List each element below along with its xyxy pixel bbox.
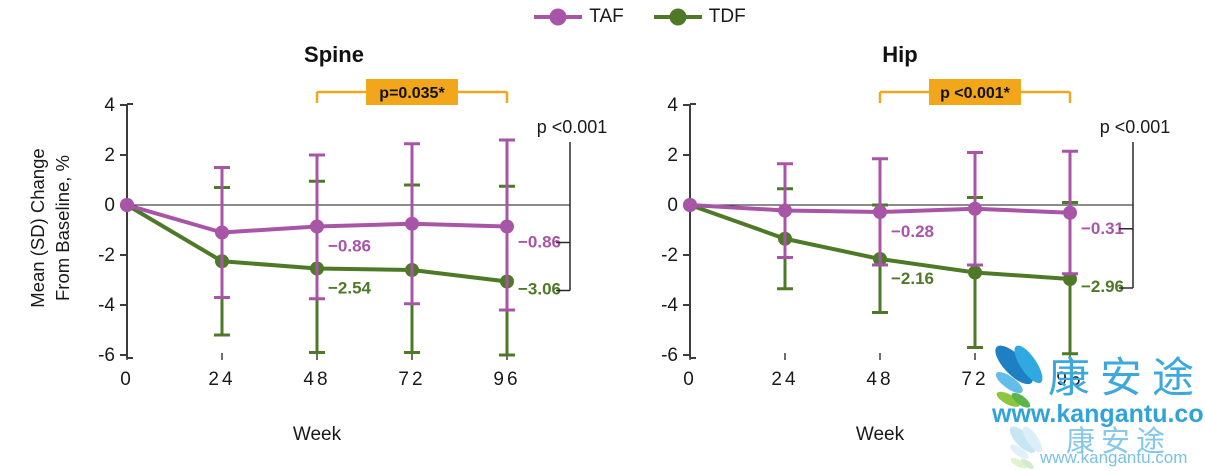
tdf-point-label: −3.06	[518, 280, 561, 299]
y-tick-label: -2	[98, 245, 115, 266]
y-tick-label: 2	[104, 145, 115, 166]
taf-point-label: −0.31	[1081, 219, 1124, 238]
taf-point	[215, 225, 229, 240]
taf-point	[405, 216, 419, 231]
y-tick-label: -6	[98, 345, 115, 366]
x-tick-label: 96	[1056, 369, 1083, 390]
chart-title-hip: Hip	[882, 42, 918, 67]
watermark-brand-faint: 康安途	[1066, 426, 1172, 458]
legend-label-taf: TAF	[589, 6, 624, 27]
tdf-point	[1063, 272, 1077, 286]
taf-point	[120, 198, 134, 212]
tdf-legend-marker-icon	[653, 7, 702, 27]
chart-hip: 420-2-4-60 24 48 72 96−2.16 −2.96−0.28 −0.31p …	[661, 79, 1170, 390]
taf-point	[683, 198, 697, 212]
y-tick-label: 0	[667, 195, 678, 216]
x-tick-label: 24	[208, 369, 235, 390]
y-tick-label: -2	[661, 245, 678, 266]
taf-point	[1063, 205, 1077, 220]
x-tick-label: 48	[866, 369, 893, 390]
watermark-brand: 康安途	[1048, 354, 1205, 401]
kangantu-leaf-logo-small	[1009, 426, 1043, 469]
taf-point-label: −0.86	[518, 233, 561, 252]
taf-point-label: −0.28	[891, 222, 934, 241]
y-tick-label: 4	[667, 95, 678, 116]
x-axis-title-hip: Week	[855, 424, 905, 445]
y-tick-label: 4	[104, 95, 115, 116]
y-tick-label: -6	[661, 345, 678, 366]
taf-point-label: −0.86	[328, 237, 371, 256]
x-tick-label: 72	[398, 369, 425, 390]
x-tick-label: 72	[961, 369, 988, 390]
y-tick-label: -4	[98, 295, 115, 316]
watermark-url-faint: www.kangantu.com	[1040, 448, 1188, 467]
y-tick-label: -4	[661, 295, 678, 316]
y-tick-label: 2	[667, 145, 678, 166]
x-tick-label: 48	[303, 369, 330, 390]
x-tick-label: 24	[771, 369, 798, 390]
taf-series: −0.86 −0.86	[120, 138, 561, 312]
significance-bracket: p <0.001*	[878, 79, 1072, 105]
legend: TAF TDF	[490, 6, 790, 28]
x-axis-title-spine: Week	[292, 424, 342, 445]
taf-point	[873, 205, 887, 219]
taf-point	[778, 203, 792, 218]
chart-title-spine: Spine	[304, 42, 364, 67]
x-tick-label: 96	[493, 369, 520, 390]
legend-label-tdf: TDF	[708, 6, 746, 27]
tdf-point	[968, 265, 982, 280]
p-value-box	[366, 79, 458, 105]
kangantu-leaf-logo	[995, 345, 1043, 408]
p-value-box	[929, 79, 1021, 105]
tdf-point-label: −2.96	[1081, 277, 1124, 296]
endpoint-comparison: p <0.001	[537, 117, 608, 292]
significance-bracket: p=0.035*	[315, 79, 509, 105]
taf-point	[310, 219, 324, 234]
endpoint-p-label: p <0.001	[1100, 117, 1171, 137]
legend-item-tdf: TDF	[653, 6, 746, 28]
legend-item-taf: TAF	[534, 6, 624, 28]
p-value-box-label: p <0.001*	[940, 85, 1011, 102]
taf-point	[968, 201, 982, 216]
y-axis-title: Mean (SD) Change From Baseline, %	[27, 148, 73, 308]
taf-point	[500, 219, 514, 234]
tdf-series: −2.54 −3.06	[120, 179, 561, 357]
p-value-box-label: p=0.035*	[379, 85, 445, 102]
chart-spine: 420-2-4-60 24 48 72 96−2.54 −3.06−0.86 −0.86p=…	[98, 79, 607, 390]
x-tick-label: 0	[683, 369, 697, 390]
endpoint-p-label: p <0.001	[537, 117, 608, 137]
endpoint-comparison: p <0.001	[1100, 117, 1171, 289]
tdf-point-label: −2.54	[328, 279, 372, 298]
tdf-point-label: −2.16	[891, 269, 934, 288]
x-tick-label: 0	[120, 369, 134, 390]
y-tick-label: 0	[104, 195, 115, 216]
taf-legend-marker-icon	[534, 7, 583, 27]
watermark-url: www.kangantu.com	[992, 400, 1205, 428]
taf-series: −0.28 −0.31	[683, 149, 1124, 276]
